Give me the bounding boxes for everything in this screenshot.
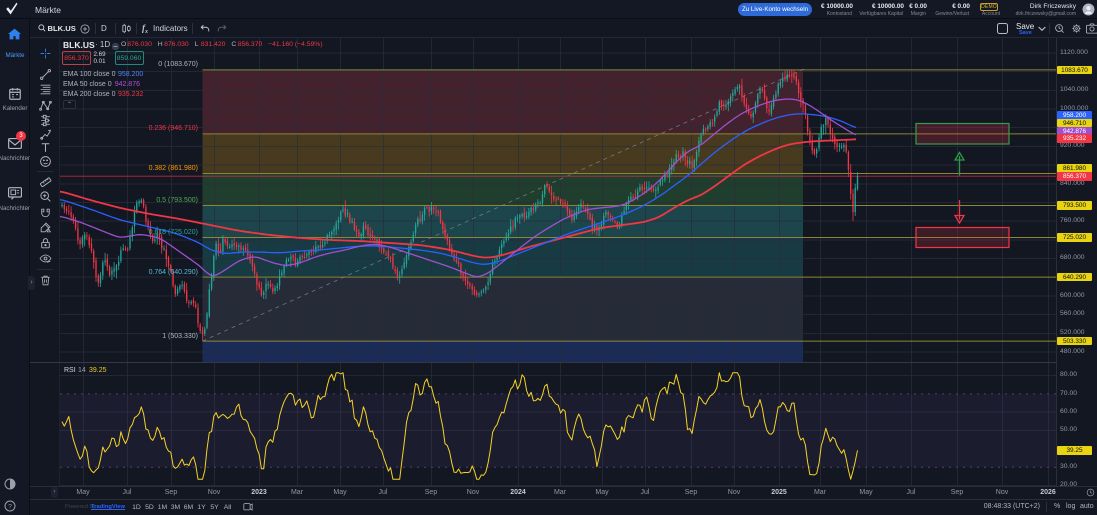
svg-text:?: ? — [8, 503, 12, 510]
